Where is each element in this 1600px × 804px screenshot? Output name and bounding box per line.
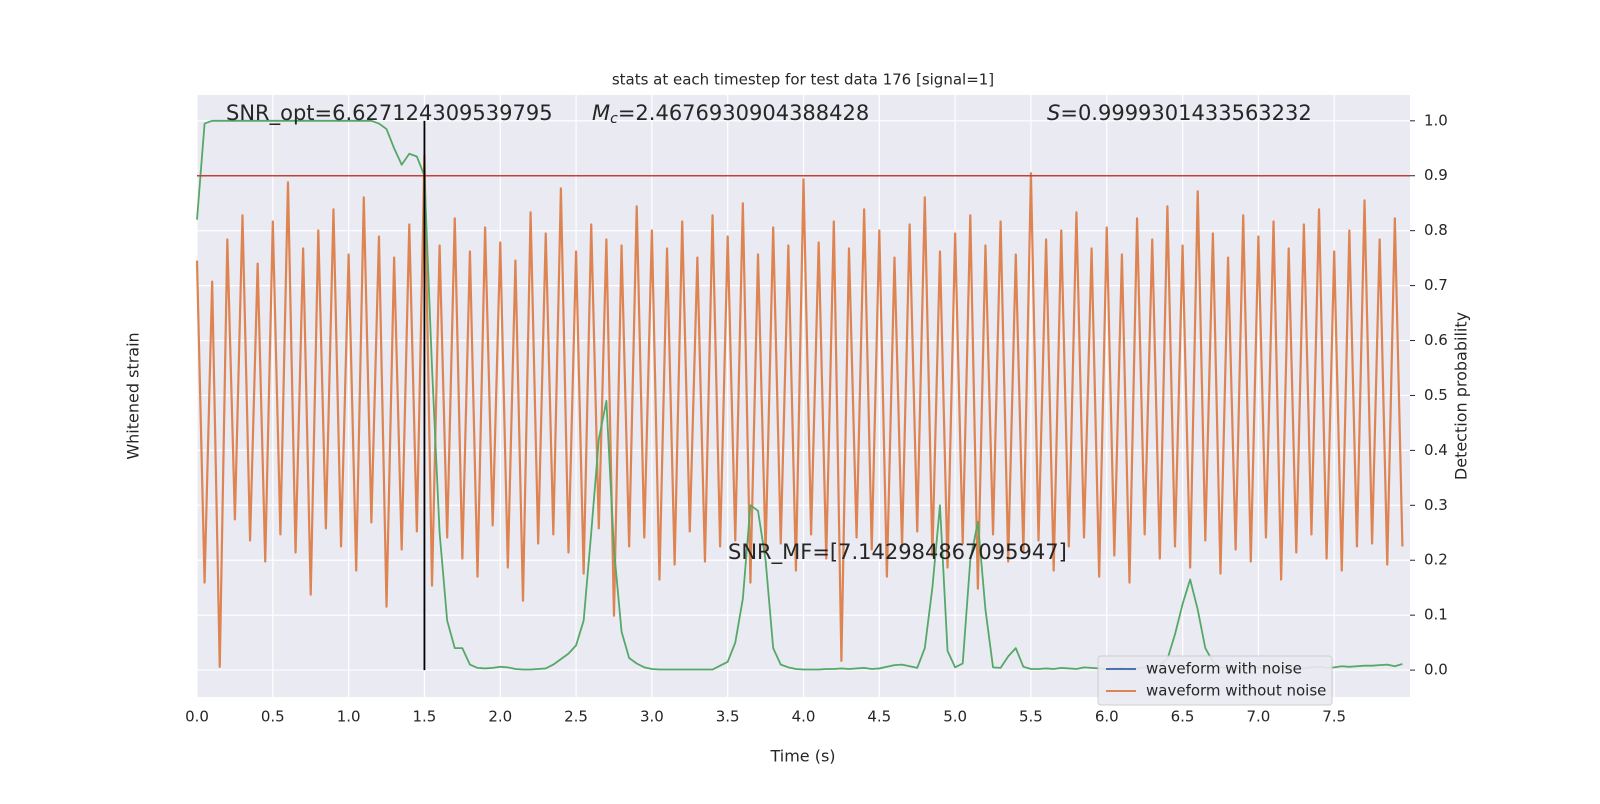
- y2-tick-label: 0.6: [1424, 331, 1448, 349]
- annotation-text: SNR_MF=[7.142984867095947]: [728, 540, 1067, 565]
- x-tick-label: 6.5: [1171, 708, 1195, 726]
- y2-axis-label: Detection probability: [1452, 312, 1471, 480]
- x-tick-label: 4.0: [792, 708, 816, 726]
- y2-tick-label: 0.5: [1424, 386, 1448, 404]
- annotation-symbol: S: [1047, 101, 1060, 125]
- x-tick-label: 6.0: [1095, 708, 1119, 726]
- legend-label: waveform with noise: [1146, 660, 1302, 678]
- y2-tick-label: 0.1: [1424, 606, 1448, 624]
- x-tick-label: 2.0: [488, 708, 512, 726]
- x-tick-label: 1.0: [337, 708, 361, 726]
- annotation-text: SNR_opt=6.627124309539795: [226, 101, 553, 126]
- x-tick-label: 0.0: [185, 708, 209, 726]
- x-tick-label: 7.5: [1322, 708, 1346, 726]
- y2-tick-label: 0.7: [1424, 276, 1448, 294]
- y2-tick-label: 0.8: [1424, 221, 1448, 239]
- y2-tick-label: 0.2: [1424, 551, 1448, 569]
- x-tick-label: 3.0: [640, 708, 664, 726]
- probability-line: [196, 119, 1403, 671]
- x-tick-label: 1.5: [413, 708, 437, 726]
- x-axis-label: Time (s): [769, 747, 835, 766]
- x-tick-label: 7.0: [1246, 708, 1270, 726]
- annotation-text: =0.9999301433563232: [1060, 101, 1311, 125]
- chart-title: stats at each timestep for test data 176…: [612, 71, 994, 89]
- x-tick-label: 5.5: [1019, 708, 1043, 726]
- annotation: SNR_MF=[7.142984867095947]: [728, 540, 1067, 565]
- annotation-symbol: M: [592, 101, 610, 125]
- annotation: Mc=2.4676930904388428: [592, 101, 869, 127]
- x-tick-label: 3.5: [716, 708, 740, 726]
- y2-tick-label: 1.0: [1424, 111, 1448, 129]
- waveform-line: [195, 154, 1404, 669]
- x-tick-label: 2.5: [564, 708, 588, 726]
- y-axis-label: Whitened strain: [124, 332, 143, 459]
- y2-tick-label: 0.3: [1424, 496, 1448, 514]
- y2-tick-label: 0.4: [1424, 441, 1448, 459]
- legend-box: [1097, 655, 1333, 706]
- annotation: SNR_opt=6.627124309539795: [226, 101, 553, 126]
- x-tick-label: 0.5: [261, 708, 285, 726]
- annotation: S=0.9999301433563232: [1047, 101, 1312, 125]
- annotation-text: =2.4676930904388428: [618, 101, 869, 125]
- annotation-subscript: c: [610, 111, 618, 127]
- y2-tick-label: 0.9: [1424, 166, 1448, 184]
- x-tick-label: 5.0: [943, 708, 967, 726]
- legend-label: waveform without noise: [1146, 682, 1326, 700]
- legend: waveform with noise waveform without nois…: [1097, 655, 1333, 706]
- x-tick-label: 4.5: [867, 708, 891, 726]
- y2-tick-label: 0.0: [1424, 661, 1448, 679]
